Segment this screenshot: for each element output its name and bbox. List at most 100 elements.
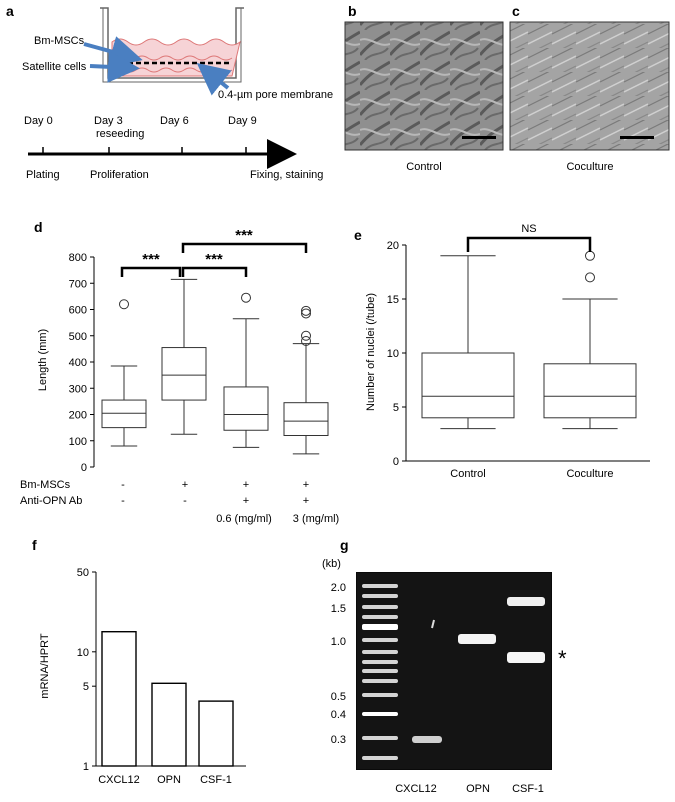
panel-e-plot: 0 5 10 15 20 Control Coculture bbox=[387, 240, 650, 480]
x-tick-label: OPN bbox=[157, 774, 181, 786]
marker-label: 1.0 bbox=[331, 636, 346, 648]
ladder-band bbox=[362, 638, 398, 642]
outlier bbox=[301, 336, 311, 346]
panel-d-letter: d bbox=[34, 219, 43, 235]
y-tick-label: 15 bbox=[387, 294, 399, 306]
sign: - bbox=[121, 495, 125, 507]
dose-label: 0.6 (mg/ml) bbox=[216, 513, 272, 525]
ladder-band bbox=[362, 679, 398, 683]
coculture-micrograph bbox=[509, 21, 670, 151]
ladder-band bbox=[362, 584, 398, 588]
y-tick-label: 700 bbox=[69, 278, 87, 290]
band-csf1-lower bbox=[507, 652, 545, 663]
ladder-band bbox=[362, 693, 398, 697]
bar bbox=[101, 631, 137, 767]
box bbox=[421, 352, 515, 419]
box bbox=[543, 363, 637, 419]
transwell-diagram bbox=[83, 7, 244, 96]
lane-label: CXCL12 bbox=[395, 783, 437, 795]
sig-stars: *** bbox=[142, 251, 160, 268]
timeline: Day 0 Day 3 reseeding Day 6 Day 9 Platin… bbox=[24, 115, 323, 181]
f-y-axis-label: mRNA/HPRT bbox=[39, 633, 51, 698]
kb-label: (kb) bbox=[322, 558, 341, 570]
ladder-band bbox=[362, 594, 398, 598]
ab-row-label: Anti-OPN Ab bbox=[20, 495, 82, 507]
ladder-band bbox=[362, 624, 398, 630]
ladder-band bbox=[362, 605, 398, 609]
panel-c-letter: c bbox=[512, 3, 520, 19]
ladder-band bbox=[362, 650, 398, 654]
sign: - bbox=[121, 479, 125, 491]
marker-label: 2.0 bbox=[331, 582, 346, 594]
outlier bbox=[301, 308, 311, 319]
gel-artifact bbox=[431, 619, 435, 629]
y-tick-label: 0 bbox=[393, 456, 399, 468]
membrane-label: 0.4-µm pore membrane bbox=[218, 89, 333, 101]
y-tick-label: 5 bbox=[83, 681, 89, 693]
sign: + bbox=[182, 479, 188, 491]
ladder-band bbox=[362, 669, 398, 673]
marker-label: 1.5 bbox=[331, 603, 346, 615]
box bbox=[223, 386, 269, 431]
coculture-caption: Coculture bbox=[566, 161, 613, 173]
x-tick-label: Coculture bbox=[566, 468, 613, 480]
stage-label: Proliferation bbox=[90, 169, 149, 181]
d-condition-table: Bm-MSCs Anti-OPN Ab - + + + - - + + 0.6 … bbox=[20, 479, 339, 525]
panel-e-letter: e bbox=[354, 227, 362, 243]
outlier bbox=[585, 272, 595, 283]
y-tick-label: 10 bbox=[77, 647, 89, 659]
panel-f-letter: f bbox=[32, 537, 37, 553]
stage-label: Plating bbox=[26, 169, 60, 181]
outlier bbox=[119, 299, 129, 310]
box bbox=[161, 347, 207, 401]
satellite-label: Satellite cells bbox=[22, 61, 87, 73]
band-opn bbox=[458, 634, 496, 644]
gel-bands bbox=[412, 597, 545, 743]
x-tick-label: CSF-1 bbox=[200, 774, 232, 786]
reseeding-label: reseeding bbox=[96, 128, 144, 140]
bar bbox=[198, 700, 234, 767]
control-micrograph bbox=[344, 21, 504, 151]
y-tick-label: 200 bbox=[69, 410, 87, 422]
ladder-band bbox=[362, 756, 398, 760]
day-label: Day 9 bbox=[228, 115, 257, 127]
dose-label: 3 (mg/ml) bbox=[293, 513, 339, 525]
d-y-axis-label: Length (mm) bbox=[37, 329, 49, 391]
panel-g-letter: g bbox=[340, 537, 349, 553]
stage-label: Fixing, staining bbox=[250, 169, 323, 181]
band-cxcl12 bbox=[412, 736, 442, 743]
y-tick-label: 1 bbox=[83, 761, 89, 773]
panel-f-plot: 1 5 10 50 CXCL12 OPN CSF-1 bbox=[77, 567, 246, 786]
y-tick-label: 800 bbox=[69, 252, 87, 264]
lane-label: OPN bbox=[466, 783, 490, 795]
d-significance: *** *** *** bbox=[120, 227, 308, 277]
y-tick-label: 300 bbox=[69, 383, 87, 395]
marker-label: 0.3 bbox=[331, 734, 346, 746]
bm-mscs-label: Bm-MSCs bbox=[34, 35, 85, 47]
sig-ns: NS bbox=[521, 223, 536, 235]
y-tick-label: 5 bbox=[393, 402, 399, 414]
x-tick-label: CXCL12 bbox=[98, 774, 140, 786]
bm-row-label: Bm-MSCs bbox=[20, 479, 71, 491]
marker-label: 0.4 bbox=[331, 709, 346, 721]
outlier bbox=[301, 330, 311, 341]
bar bbox=[151, 682, 187, 767]
x-tick-label: Control bbox=[450, 468, 485, 480]
sign: + bbox=[303, 495, 309, 507]
outlier bbox=[241, 292, 251, 303]
box bbox=[101, 399, 147, 429]
band-csf1-upper bbox=[507, 597, 545, 606]
sign: + bbox=[243, 479, 249, 491]
y-tick-label: 0 bbox=[81, 462, 87, 474]
dna-ladder bbox=[362, 584, 398, 760]
box bbox=[283, 402, 329, 436]
y-tick-label: 500 bbox=[69, 331, 87, 343]
control-caption: Control bbox=[406, 161, 441, 173]
day-label: Day 0 bbox=[24, 115, 53, 127]
y-tick-label: 10 bbox=[387, 348, 399, 360]
panel-a-letter: a bbox=[6, 3, 14, 19]
y-tick-label: 50 bbox=[77, 567, 89, 579]
outlier bbox=[585, 250, 595, 261]
sign: + bbox=[243, 495, 249, 507]
outlier bbox=[301, 305, 311, 316]
